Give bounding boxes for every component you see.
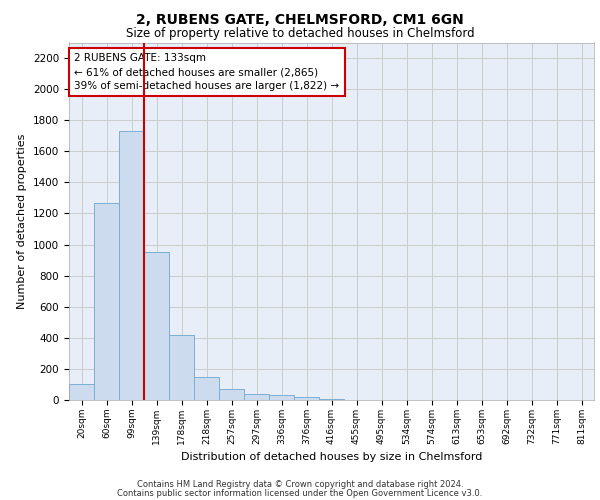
Bar bbox=[69, 384, 94, 400]
Text: 2, RUBENS GATE, CHELMSFORD, CM1 6GN: 2, RUBENS GATE, CHELMSFORD, CM1 6GN bbox=[136, 12, 464, 26]
Y-axis label: Number of detached properties: Number of detached properties bbox=[17, 134, 28, 309]
Text: Contains public sector information licensed under the Open Government Licence v3: Contains public sector information licen… bbox=[118, 488, 482, 498]
Bar bbox=[319, 399, 344, 400]
Bar bbox=[194, 376, 219, 400]
Text: 2 RUBENS GATE: 133sqm
← 61% of detached houses are smaller (2,865)
39% of semi-d: 2 RUBENS GATE: 133sqm ← 61% of detached … bbox=[74, 53, 340, 91]
X-axis label: Distribution of detached houses by size in Chelmsford: Distribution of detached houses by size … bbox=[181, 452, 482, 462]
Bar bbox=[244, 394, 269, 400]
Bar bbox=[169, 336, 194, 400]
Bar bbox=[269, 396, 294, 400]
Bar bbox=[294, 397, 319, 400]
Bar bbox=[144, 252, 169, 400]
Bar bbox=[94, 204, 119, 400]
Bar bbox=[219, 389, 244, 400]
Text: Size of property relative to detached houses in Chelmsford: Size of property relative to detached ho… bbox=[125, 28, 475, 40]
Bar bbox=[119, 131, 144, 400]
Text: Contains HM Land Registry data © Crown copyright and database right 2024.: Contains HM Land Registry data © Crown c… bbox=[137, 480, 463, 489]
